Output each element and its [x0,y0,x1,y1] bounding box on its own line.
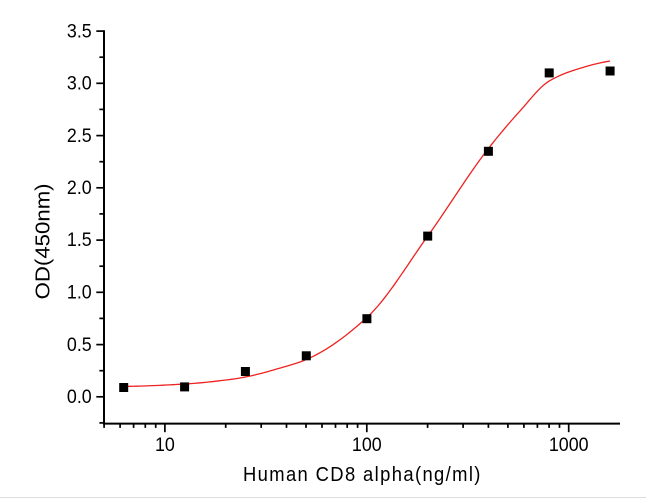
svg-text:Human CD8 alpha(ng/ml): Human CD8 alpha(ng/ml) [243,464,482,486]
svg-text:1.5: 1.5 [67,229,92,251]
svg-text:0.0: 0.0 [67,385,92,407]
svg-text:1.0: 1.0 [67,281,92,303]
svg-text:2.0: 2.0 [67,176,92,198]
svg-text:2.5: 2.5 [67,124,92,146]
svg-text:1000: 1000 [549,433,589,455]
svg-text:OD(450nm): OD(450nm) [31,183,54,299]
svg-text:100: 100 [352,433,382,455]
svg-text:0.5: 0.5 [67,333,92,355]
svg-text:3.5: 3.5 [67,20,92,42]
svg-text:10: 10 [155,433,175,455]
svg-text:3.0: 3.0 [67,72,92,94]
